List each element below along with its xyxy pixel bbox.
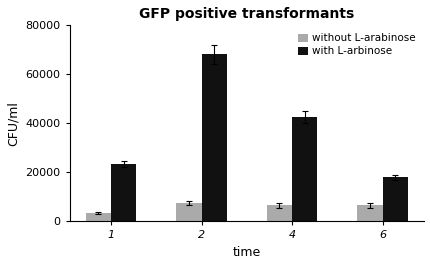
Title: GFP positive transformants: GFP positive transformants <box>139 7 353 21</box>
Bar <box>201 54 227 222</box>
Bar <box>292 117 317 222</box>
Legend: without L-arabinose, with L-arbinose: without L-arabinose, with L-arbinose <box>294 30 418 60</box>
Bar <box>86 213 111 222</box>
Bar <box>266 206 292 222</box>
Bar <box>382 177 407 222</box>
Bar <box>111 164 136 222</box>
X-axis label: time: time <box>232 246 261 259</box>
Bar <box>356 206 382 222</box>
Bar <box>176 203 201 222</box>
Y-axis label: CFU/ml: CFU/ml <box>7 101 20 146</box>
